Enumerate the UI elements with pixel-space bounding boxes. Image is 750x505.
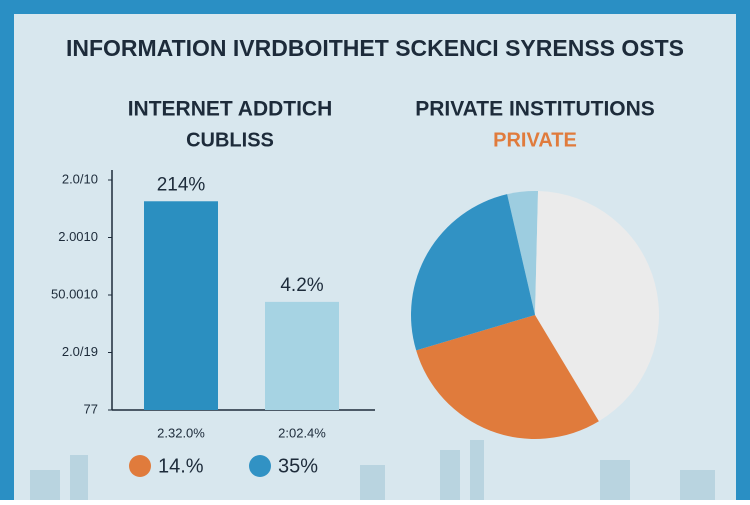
- x-tick-label: 2:02.4%: [278, 425, 326, 440]
- pie-slice: [535, 191, 659, 422]
- y-tick-label: 2.0/19: [62, 344, 98, 359]
- bar-subtitle: CUBLISS: [186, 129, 274, 151]
- bar-value-label: 214%: [157, 174, 206, 195]
- y-tick-label: 2.0010: [58, 229, 98, 244]
- legend-label: 35%: [278, 455, 318, 477]
- y-tick-label: 2.0/10: [62, 171, 98, 186]
- bar-title: INTERNET ADDTICH: [128, 98, 333, 121]
- page-title: INFORMATION IVRDBOITHET SCKENCI SYRENSS …: [66, 35, 684, 61]
- bar-value-label: 4.2%: [280, 275, 323, 296]
- pie-slice: [410, 194, 535, 351]
- y-tick-label: 50.0010: [51, 286, 98, 301]
- pie-slice: [416, 315, 599, 439]
- bar: [265, 301, 339, 410]
- pie-slice: [507, 191, 539, 315]
- legend-swatch: [129, 455, 151, 477]
- pie-subtitle: PRIVATE: [493, 129, 577, 151]
- pie-title: PRIVATE INSTITUTIONS: [415, 98, 655, 121]
- legend-label: 14.%: [158, 455, 204, 477]
- y-tick-label: 77: [84, 401, 98, 416]
- legend-swatch: [249, 455, 271, 477]
- x-tick-label: 2.32.0%: [157, 425, 205, 440]
- skyline: [30, 440, 715, 500]
- bar: [144, 201, 218, 410]
